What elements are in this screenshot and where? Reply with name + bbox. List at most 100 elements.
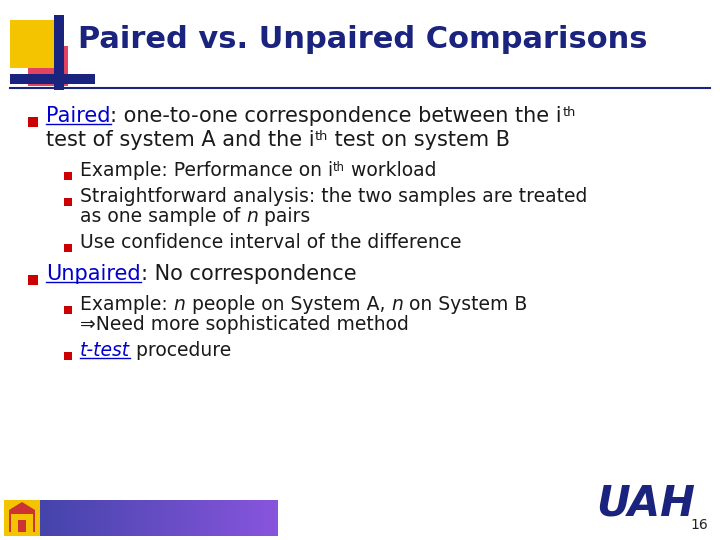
Bar — [119, 500, 120, 536]
Bar — [152, 500, 153, 536]
Bar — [150, 500, 151, 536]
Text: as one sample of: as one sample of — [80, 207, 246, 226]
Bar — [146, 500, 147, 536]
Bar — [187, 500, 188, 536]
Bar — [61, 500, 62, 536]
Bar — [178, 500, 179, 536]
Bar — [49, 500, 50, 536]
Bar — [253, 500, 254, 536]
Bar — [64, 352, 72, 360]
Bar — [207, 500, 208, 536]
Bar — [103, 500, 104, 536]
Bar — [222, 500, 223, 536]
Bar — [171, 500, 172, 536]
Bar — [89, 500, 90, 536]
Polygon shape — [9, 502, 35, 510]
Bar — [82, 500, 83, 536]
Bar — [110, 500, 111, 536]
Text: n: n — [391, 295, 403, 314]
Bar — [50, 500, 51, 536]
Bar — [54, 15, 64, 90]
Bar — [144, 500, 145, 536]
Bar — [81, 500, 82, 536]
Bar — [159, 500, 160, 536]
Bar — [93, 500, 94, 536]
Bar — [140, 500, 141, 536]
Bar — [118, 500, 119, 536]
Bar — [202, 500, 203, 536]
Bar — [65, 500, 66, 536]
Bar — [199, 500, 200, 536]
Bar — [73, 500, 74, 536]
Text: n: n — [246, 207, 258, 226]
Bar — [129, 500, 130, 536]
Bar — [115, 500, 116, 536]
Text: Systems and Architectures: Systems and Architectures — [46, 519, 174, 529]
Bar — [130, 500, 131, 536]
Bar — [205, 500, 206, 536]
Bar — [267, 500, 268, 536]
Bar — [254, 500, 255, 536]
Bar — [57, 500, 58, 536]
Bar — [28, 275, 38, 285]
Bar — [176, 500, 177, 536]
Bar — [117, 500, 118, 536]
Bar — [227, 500, 228, 536]
Bar — [142, 500, 143, 536]
Bar — [164, 500, 165, 536]
Bar — [229, 500, 230, 536]
Bar — [125, 500, 126, 536]
Bar — [137, 500, 138, 536]
Bar — [172, 500, 173, 536]
Bar — [153, 500, 154, 536]
Bar — [40, 500, 41, 536]
Text: th: th — [333, 161, 345, 174]
Bar — [46, 500, 47, 536]
Bar — [257, 500, 258, 536]
Bar — [43, 500, 44, 536]
Bar — [139, 500, 140, 536]
Bar — [39, 500, 40, 536]
Bar — [181, 500, 182, 536]
Bar — [236, 500, 237, 536]
Bar — [165, 500, 166, 536]
Bar — [60, 500, 61, 536]
Bar — [220, 500, 221, 536]
Bar — [59, 500, 60, 536]
Text: on System B: on System B — [403, 295, 527, 314]
Text: Example: Performance on i: Example: Performance on i — [80, 161, 333, 180]
Bar — [83, 500, 84, 536]
Text: Example:: Example: — [80, 295, 174, 314]
Text: procedure: procedure — [130, 341, 231, 360]
Bar — [215, 500, 216, 536]
Bar — [67, 500, 68, 536]
Bar — [116, 500, 117, 536]
Bar — [258, 500, 259, 536]
Bar — [255, 500, 256, 536]
Bar — [69, 500, 70, 536]
Bar — [105, 500, 106, 536]
Bar — [276, 500, 277, 536]
Bar — [63, 500, 64, 536]
Bar — [245, 500, 246, 536]
Bar — [240, 500, 241, 536]
Bar — [251, 500, 252, 536]
Bar — [109, 500, 110, 536]
Bar — [250, 500, 251, 536]
Bar — [179, 500, 180, 536]
Bar — [38, 500, 39, 536]
Bar — [155, 500, 156, 536]
Bar — [112, 500, 113, 536]
Bar — [203, 500, 204, 536]
Bar — [201, 500, 202, 536]
Bar — [77, 500, 78, 536]
Bar — [246, 500, 247, 536]
Bar — [163, 500, 164, 536]
Bar — [111, 500, 112, 536]
Bar — [154, 500, 155, 536]
Bar — [161, 500, 162, 536]
Bar — [217, 500, 218, 536]
Bar — [244, 500, 245, 536]
Text: Laboratory for Advanced Computer: Laboratory for Advanced Computer — [46, 505, 214, 515]
Bar — [88, 500, 89, 536]
